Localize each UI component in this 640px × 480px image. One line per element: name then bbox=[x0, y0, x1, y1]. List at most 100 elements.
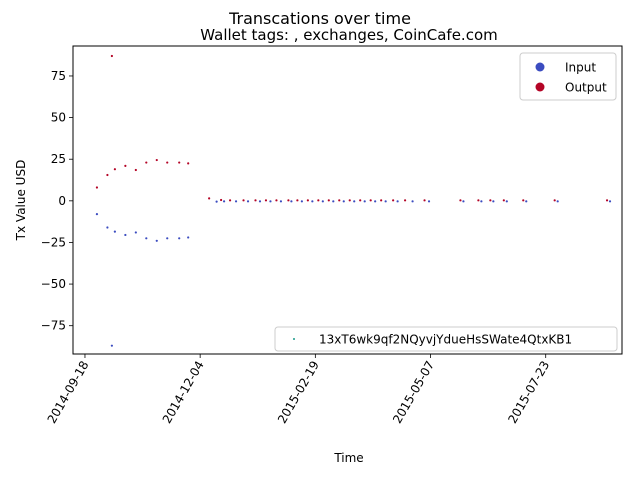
output-point bbox=[110, 54, 113, 58]
chart-subtitle: Wallet tags: , exchanges, CoinCafe.com bbox=[200, 26, 497, 44]
input-point bbox=[215, 200, 218, 203]
legend-address: 13xT6wk9qf2NQyvjYdueHsSWate4QtxKB1 bbox=[274, 326, 618, 352]
output-point bbox=[287, 199, 290, 202]
legend-label-output: Output bbox=[565, 81, 607, 95]
input-point bbox=[246, 200, 250, 203]
input-point bbox=[155, 239, 158, 242]
input-point bbox=[363, 200, 366, 203]
output-point bbox=[522, 199, 525, 202]
output-point bbox=[553, 199, 556, 202]
input-point bbox=[110, 344, 113, 347]
input-point bbox=[525, 200, 528, 203]
output-point bbox=[254, 199, 257, 202]
output-point bbox=[296, 199, 299, 202]
input-point bbox=[311, 200, 314, 203]
input-point bbox=[353, 200, 356, 203]
output-point bbox=[208, 197, 211, 200]
x-axis-label: Time bbox=[333, 451, 363, 465]
output-point bbox=[502, 199, 505, 202]
output-point bbox=[124, 164, 127, 167]
input-point bbox=[222, 200, 226, 203]
input-point bbox=[342, 200, 345, 203]
input-point bbox=[290, 200, 293, 203]
output-point bbox=[145, 161, 148, 164]
output-point bbox=[264, 199, 268, 202]
input-point bbox=[258, 200, 262, 203]
input-point bbox=[166, 237, 169, 240]
input-point bbox=[279, 200, 283, 203]
input-point bbox=[411, 200, 414, 203]
input-point bbox=[332, 200, 335, 203]
input-point bbox=[480, 200, 483, 203]
output-point bbox=[106, 173, 109, 177]
input-point bbox=[396, 200, 399, 203]
output-point bbox=[134, 168, 137, 172]
y-tick-label: 25 bbox=[51, 152, 66, 166]
output-point bbox=[178, 161, 181, 164]
output-point bbox=[605, 199, 609, 202]
input-point bbox=[427, 200, 431, 203]
input-point bbox=[106, 226, 109, 229]
input-point bbox=[556, 200, 559, 203]
output-point bbox=[187, 162, 190, 165]
y-tick-label: 0 bbox=[58, 194, 66, 208]
output-point bbox=[113, 168, 116, 171]
output-point bbox=[392, 199, 395, 202]
y-tick-label: −50 bbox=[41, 277, 66, 291]
plot-area-frame bbox=[72, 45, 623, 355]
input-point bbox=[505, 200, 508, 203]
output-point bbox=[359, 199, 362, 202]
legend-label-address: 13xT6wk9qf2NQyvjYdueHsSWate4QtxKB1 bbox=[319, 333, 572, 347]
output-point bbox=[306, 199, 309, 202]
legend-marker-output bbox=[535, 82, 545, 92]
input-point bbox=[492, 200, 495, 203]
output-point bbox=[338, 199, 341, 202]
input-point bbox=[124, 233, 127, 237]
input-point bbox=[178, 237, 181, 240]
input-point bbox=[321, 200, 324, 203]
legend-marker-input bbox=[535, 62, 545, 72]
legend-input-output: Input Output bbox=[519, 52, 617, 101]
output-point bbox=[95, 186, 99, 189]
output-point bbox=[459, 199, 462, 202]
input-point bbox=[234, 200, 238, 203]
y-tick-label: −25 bbox=[41, 235, 66, 249]
y-axis-ticks: −75 −50 −25 0 25 50 75 bbox=[41, 69, 73, 333]
output-point bbox=[220, 198, 223, 202]
output-point bbox=[327, 199, 330, 202]
output-point bbox=[228, 199, 232, 202]
output-point bbox=[380, 199, 383, 202]
y-tick-label: 75 bbox=[51, 69, 66, 83]
legend-address-frame bbox=[274, 326, 618, 352]
output-point bbox=[403, 199, 407, 202]
input-point bbox=[374, 200, 377, 203]
input-point bbox=[608, 200, 612, 203]
data-points bbox=[95, 54, 612, 347]
output-point bbox=[423, 199, 426, 202]
input-point bbox=[300, 200, 303, 203]
legend-label-input: Input bbox=[565, 61, 596, 75]
input-point bbox=[145, 237, 148, 240]
input-point bbox=[113, 230, 116, 233]
input-point bbox=[462, 200, 465, 203]
y-tick-label: −75 bbox=[41, 319, 66, 333]
output-point bbox=[166, 161, 169, 164]
output-point bbox=[242, 199, 245, 202]
input-point bbox=[95, 213, 99, 216]
chart-title: Transcations over time bbox=[228, 9, 411, 28]
output-point bbox=[317, 199, 320, 202]
input-point bbox=[269, 200, 272, 203]
y-axis-label: Tx Value USD bbox=[14, 160, 28, 242]
input-point bbox=[384, 200, 387, 203]
output-point bbox=[477, 199, 480, 202]
legend-marker-address bbox=[293, 338, 295, 340]
output-point bbox=[489, 199, 492, 202]
y-tick-label: 50 bbox=[51, 111, 66, 125]
output-point bbox=[348, 199, 351, 202]
input-point bbox=[187, 236, 190, 239]
output-point bbox=[369, 199, 372, 202]
output-point bbox=[155, 158, 158, 162]
output-point bbox=[275, 199, 278, 202]
input-point bbox=[134, 231, 137, 234]
